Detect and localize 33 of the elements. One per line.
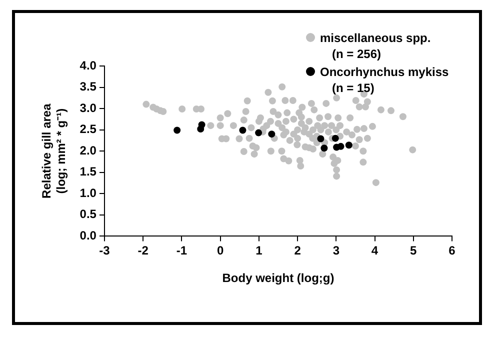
x-tick-label: 4 [371, 244, 378, 258]
y-tick-label: 2.0 [80, 143, 97, 158]
y-tick-label: 0.5 [80, 207, 97, 222]
y-tick-label: 1.5 [80, 164, 97, 179]
x-tick-label: 1 [256, 244, 263, 258]
point [198, 121, 206, 128]
point [174, 126, 181, 134]
point [239, 126, 246, 134]
point [332, 134, 339, 142]
y-tick-label: 4.0 [80, 58, 97, 72]
x-tick-label: 6 [448, 244, 456, 258]
x-tick-label: 5 [410, 244, 418, 258]
x-tick-label: 3 [332, 244, 340, 258]
legend-label: Oncorhynchus mykiss (n = 15) [320, 64, 449, 96]
x-tick-label: -1 [176, 244, 188, 258]
x-axis-title: Body weight (log;g) [222, 271, 334, 286]
y-tick-label: 2.5 [80, 122, 97, 136]
y-tick-label: 3.0 [80, 100, 97, 115]
point [320, 144, 328, 152]
y-tick-label: 3.5 [80, 80, 97, 94]
y-tick-label: 1.0 [80, 186, 97, 200]
point [337, 142, 344, 150]
point [255, 129, 262, 136]
point [317, 135, 324, 142]
y-tick-label: 0.0 [80, 228, 97, 243]
point [345, 142, 352, 149]
x-tick-label: 0 [216, 244, 224, 258]
x-tick-label: -2 [138, 244, 149, 258]
legend-label: miscellaneous spp. (n = 256) [320, 30, 431, 62]
x-tick-label: 2 [294, 244, 302, 258]
point [268, 130, 276, 138]
x-tick-label: -3 [99, 244, 110, 258]
y-axis-title: Relative gill area (log; mm² * g⁻¹) [40, 103, 68, 198]
